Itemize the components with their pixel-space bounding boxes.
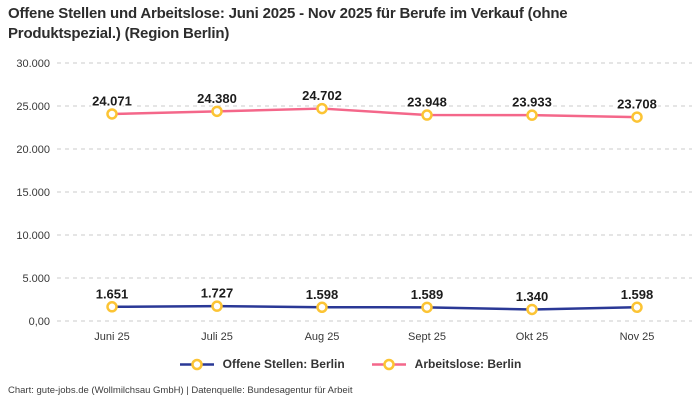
data-point-label: 1.598 (306, 287, 339, 302)
data-point-marker (421, 301, 433, 314)
y-axis-tick-label: 10.000 (16, 230, 50, 242)
data-point-marker (211, 300, 223, 312)
legend-item-offene-stellen[interactable]: Offene Stellen: Berlin (179, 357, 345, 371)
series-line (110, 107, 639, 119)
y-axis-tick-label: 30.000 (16, 58, 50, 70)
y-axis-tick-label: 5.000 (22, 273, 50, 285)
y-axis-tick-label: 0,00 (29, 316, 50, 328)
data-point-label: 1.598 (621, 287, 654, 302)
legend-label-arbeitslose: Arbeitslose: Berlin (414, 357, 522, 371)
y-axis-tick-label: 25.000 (16, 101, 50, 113)
data-point-marker (421, 109, 433, 121)
data-point-marker (316, 301, 328, 314)
data-point-label: 24.071 (92, 93, 132, 108)
data-point-label: 1.340 (516, 289, 549, 304)
data-point-label: 1.727 (201, 286, 234, 301)
data-point-marker (526, 109, 538, 121)
data-point-marker (106, 301, 118, 313)
x-axis-tick-label: Nov 25 (620, 331, 655, 343)
data-point-label: 1.589 (411, 287, 444, 302)
chart-title: Offene Stellen und Arbeitslose: Juni 202… (8, 5, 568, 42)
data-point-label: 23.708 (617, 97, 657, 112)
data-point-marker (631, 301, 643, 314)
legend-line-marker-icon (371, 358, 406, 370)
y-axis-tick-label: 15.000 (16, 187, 50, 199)
data-point-label: 1.651 (96, 286, 129, 301)
x-axis-tick-label: Sept 25 (408, 331, 446, 343)
data-point-label: 24.702 (302, 88, 342, 103)
x-axis-tick-label: Aug 25 (305, 331, 340, 343)
legend-line-marker-icon (179, 358, 214, 370)
x-axis-tick-label: Juli 25 (201, 331, 233, 343)
legend-item-arbeitslose[interactable]: Arbeitslose: Berlin (371, 357, 522, 371)
y-axis-tick-label: 20.000 (16, 144, 50, 156)
data-point-label: 24.380 (197, 91, 237, 106)
data-point-marker (526, 303, 538, 316)
legend: Offene Stellen: Berlin Arbeitslose: Berl… (0, 355, 700, 373)
data-point-marker (106, 108, 118, 120)
data-point-label: 23.948 (407, 95, 447, 110)
data-point-marker (631, 111, 643, 123)
x-axis-tick-label: Okt 25 (516, 331, 548, 343)
data-point-label: 23.933 (512, 95, 552, 110)
data-point-marker (316, 102, 328, 115)
legend-label-offene-stellen: Offene Stellen: Berlin (222, 357, 345, 371)
x-axis-tick-label: Juni 25 (94, 331, 129, 343)
data-point-marker (211, 105, 223, 118)
series-line (110, 304, 639, 311)
footer-credit: Chart: gute-jobs.de (Wollmilchsau GmbH) … (8, 385, 353, 396)
